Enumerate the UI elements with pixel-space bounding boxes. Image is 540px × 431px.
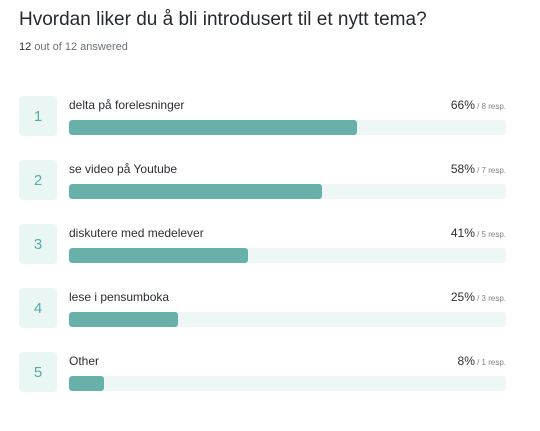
option-label: se video på Youtube <box>69 162 178 176</box>
option-index: 4 <box>19 288 57 328</box>
result-bar-fill <box>69 184 323 199</box>
option-responses: / 3 resp. <box>474 294 506 303</box>
option-label: delta på forelesninger <box>69 98 185 112</box>
option-percent: 41% <box>450 226 475 240</box>
option-label: lese i pensumboka <box>69 290 170 304</box>
option-stat: 58% / 7 resp. <box>451 162 506 176</box>
option-percent: 66% <box>450 98 475 112</box>
option-responses: / 8 resp. <box>474 102 506 111</box>
option-percent: 58% <box>450 162 475 176</box>
result-bar-fill <box>69 248 249 263</box>
option-responses: / 1 resp. <box>474 358 506 367</box>
option-index: 3 <box>19 224 57 264</box>
result-row: 2 se video på Youtube 58% / 7 resp. <box>19 160 507 224</box>
result-row: 4 lese i pensumboka 25% / 3 resp. <box>19 288 507 352</box>
option-index: 5 <box>19 352 57 392</box>
option-responses: / 7 resp. <box>474 166 506 175</box>
option-label: diskutere med medelever <box>69 226 204 240</box>
option-label: Other <box>69 354 100 368</box>
question-title: Hvordan liker du å bli introdusert til e… <box>19 9 427 30</box>
option-index: 2 <box>19 160 57 200</box>
result-bar-track <box>69 312 506 327</box>
option-stat: 41% / 5 resp. <box>451 226 506 240</box>
option-stat: 25% / 3 resp. <box>451 290 506 304</box>
option-index: 1 <box>19 96 57 136</box>
result-row: 3 diskutere med medelever 41% / 5 resp. <box>19 224 507 288</box>
answered-summary: 12 out of 12 answered <box>19 41 128 53</box>
result-bar-track <box>69 184 506 199</box>
result-bar-track <box>69 376 506 391</box>
option-percent: 8% <box>457 354 475 368</box>
result-bar-fill <box>69 312 179 327</box>
option-percent: 25% <box>450 290 475 304</box>
result-bar-fill <box>69 120 358 135</box>
result-bar-track <box>69 248 506 263</box>
option-responses: / 5 resp. <box>474 230 506 239</box>
result-row: 1 delta på forelesninger 66% / 8 resp. <box>19 96 507 160</box>
result-bar-track <box>69 120 506 135</box>
result-bar-fill <box>69 376 104 391</box>
result-row: 5 Other 8% / 1 resp. <box>19 352 507 416</box>
answered-suffix: out of 12 answered <box>34 41 128 53</box>
results-list: 1 delta på forelesninger 66% / 8 resp. 2… <box>19 96 507 416</box>
answered-count: 12 <box>19 41 32 53</box>
option-stat: 8% / 1 resp. <box>458 354 506 368</box>
option-stat: 66% / 8 resp. <box>451 98 506 112</box>
